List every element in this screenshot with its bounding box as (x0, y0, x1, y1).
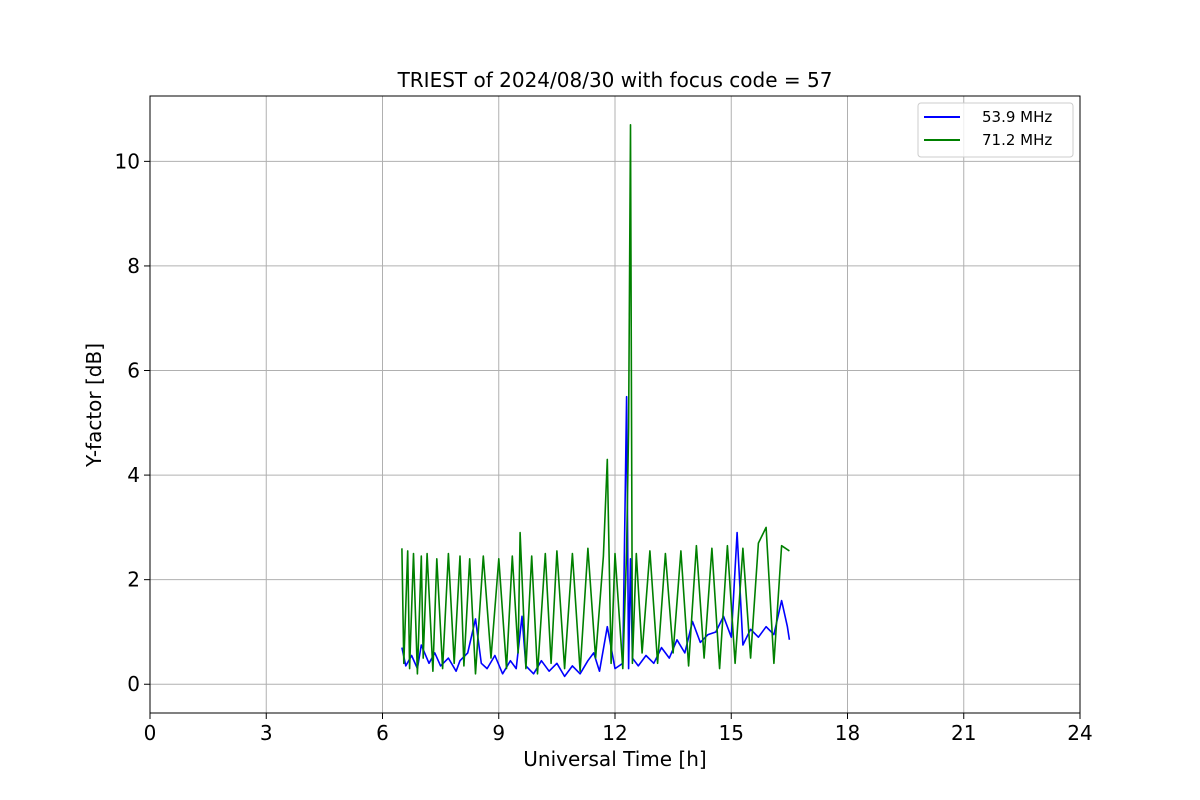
x-tick-label: 9 (492, 721, 505, 745)
chart-title: TRIEST of 2024/08/30 with focus code = 5… (397, 68, 833, 92)
series-line-53-9-mhz (401, 395, 791, 678)
x-tick-label: 12 (602, 721, 627, 745)
series-line-71-2-mhz (401, 124, 790, 675)
x-tick-label: 15 (719, 721, 744, 745)
y-tick-label: 10 (115, 149, 140, 173)
x-tick-label: 18 (835, 721, 860, 745)
legend-label-71-2: 71.2 MHz (982, 131, 1052, 149)
legend-label-53-9: 53.9 MHz (982, 108, 1052, 126)
x-axis-label: Universal Time [h] (523, 747, 706, 771)
x-tick-label: 0 (144, 721, 157, 745)
x-tick-label: 21 (951, 721, 976, 745)
x-tick-label: 24 (1067, 721, 1092, 745)
x-tick-label: 6 (376, 721, 389, 745)
x-axis: 0 3 6 9 12 15 18 21 24 (144, 713, 1093, 745)
y-tick-label: 8 (127, 254, 140, 278)
y-axis: 0 2 4 6 8 10 (115, 149, 150, 696)
y-tick-label: 6 (127, 359, 140, 383)
legend: 53.9 MHz 71.2 MHz (917, 102, 1074, 158)
y-axis-label: Y-factor [dB] (82, 343, 106, 468)
y-tick-label: 2 (127, 568, 140, 592)
series-layer (401, 124, 791, 678)
y-tick-label: 4 (127, 463, 140, 487)
y-tick-label: 0 (127, 672, 140, 696)
grid (150, 96, 1080, 713)
x-tick-label: 3 (260, 721, 273, 745)
